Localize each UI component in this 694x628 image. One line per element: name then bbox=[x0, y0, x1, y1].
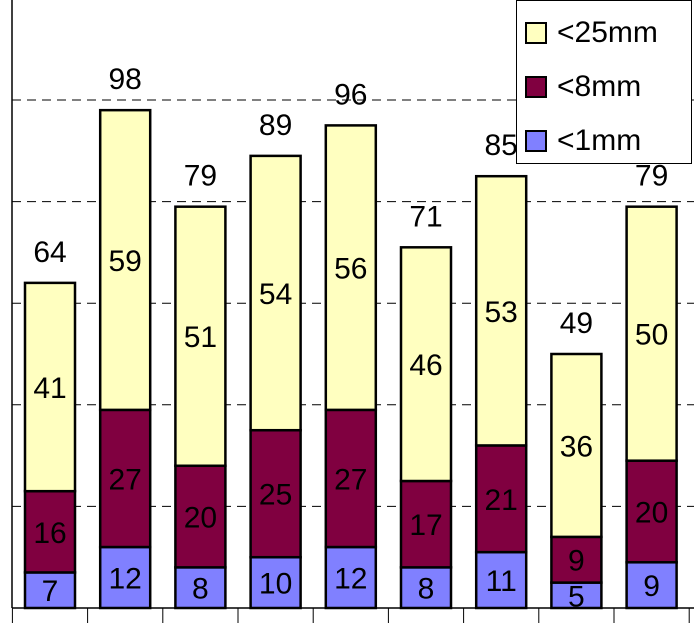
bar-segment-7-1 bbox=[474, 550, 528, 610]
total-label-9: 79 bbox=[635, 160, 668, 193]
bar-segment-8-1 bbox=[550, 581, 603, 610]
data-label-3-1: 8 bbox=[192, 573, 209, 606]
data-label-9-2: 20 bbox=[635, 496, 668, 529]
bar-segment-7-3 bbox=[474, 174, 528, 447]
bar-segment-5-2 bbox=[324, 408, 378, 549]
legend-label-1mm: <1mm bbox=[557, 124, 642, 157]
data-label-2-2: 27 bbox=[109, 463, 142, 496]
total-label-1: 64 bbox=[33, 236, 66, 269]
data-label-5-2: 27 bbox=[334, 463, 367, 496]
data-label-1-1: 7 bbox=[42, 575, 59, 608]
legend-swatch-8mm bbox=[525, 76, 547, 98]
bar-segment-6-3 bbox=[399, 246, 453, 483]
data-label-3-2: 20 bbox=[184, 502, 217, 535]
chart-legend: <25mm <8mm <1mm bbox=[516, 0, 692, 164]
data-label-7-2: 21 bbox=[485, 484, 518, 517]
bar-segment-6-2 bbox=[399, 479, 453, 569]
data-label-2-1: 12 bbox=[109, 563, 142, 596]
bar-segment-5-3 bbox=[324, 124, 378, 412]
data-label-3-3: 51 bbox=[184, 321, 217, 354]
data-label-4-3: 54 bbox=[259, 278, 292, 311]
bar-segment-2-3 bbox=[98, 108, 152, 412]
data-label-2-3: 59 bbox=[109, 245, 142, 278]
data-label-4-1: 10 bbox=[259, 568, 292, 601]
data-label-6-2: 17 bbox=[409, 509, 442, 542]
bar-segment-2-1 bbox=[98, 545, 152, 610]
data-label-8-3: 36 bbox=[560, 430, 593, 463]
bar-segment-8-2 bbox=[550, 535, 603, 584]
bar-segment-5-1 bbox=[324, 545, 378, 610]
total-label-7: 85 bbox=[485, 129, 518, 162]
data-label-5-3: 56 bbox=[334, 253, 367, 286]
data-label-1-3: 41 bbox=[33, 372, 66, 405]
data-label-5-1: 12 bbox=[334, 563, 367, 596]
data-label-7-3: 53 bbox=[485, 296, 518, 329]
legend-swatch-25mm bbox=[525, 22, 547, 44]
bar-segment-1-3 bbox=[23, 281, 77, 493]
bar-segment-4-3 bbox=[249, 154, 302, 432]
total-label-6: 71 bbox=[409, 200, 442, 233]
data-label-4-2: 25 bbox=[259, 479, 292, 512]
data-label-7-1: 11 bbox=[486, 565, 517, 598]
legend-swatch-1mm bbox=[525, 130, 547, 152]
data-label-6-3: 46 bbox=[409, 349, 442, 382]
bar-segment-3-1 bbox=[174, 566, 227, 610]
legend-item-8mm: <8mm bbox=[525, 67, 641, 107]
data-label-9-3: 50 bbox=[635, 319, 668, 352]
bar-segment-2-2 bbox=[98, 408, 152, 549]
legend-item-1mm: <1mm bbox=[525, 121, 641, 161]
total-label-3: 79 bbox=[184, 160, 217, 193]
legend-label-8mm: <8mm bbox=[557, 70, 642, 103]
bar-segment-6-1 bbox=[399, 566, 453, 610]
total-label-8: 49 bbox=[560, 307, 593, 340]
bar-segment-3-2 bbox=[174, 464, 227, 569]
bar-segment-8-3 bbox=[550, 352, 603, 539]
bar-segment-9-3 bbox=[625, 205, 678, 462]
total-label-5: 96 bbox=[334, 78, 367, 111]
total-label-2: 98 bbox=[109, 63, 142, 96]
bar-segment-3-3 bbox=[174, 205, 227, 468]
data-label-6-1: 8 bbox=[418, 573, 435, 606]
data-label-8-2: 9 bbox=[568, 545, 585, 578]
total-label-4: 89 bbox=[259, 109, 292, 142]
bar-segment-1-2 bbox=[23, 489, 77, 574]
bar-segment-4-2 bbox=[249, 428, 302, 559]
bar-segment-9-1 bbox=[625, 561, 678, 610]
data-label-1-2: 16 bbox=[33, 517, 66, 550]
data-label-9-1: 9 bbox=[643, 570, 660, 603]
legend-label-25mm: <25mm bbox=[557, 16, 658, 49]
legend-item-25mm: <25mm bbox=[525, 13, 658, 53]
data-label-8-1: 5 bbox=[568, 580, 585, 613]
